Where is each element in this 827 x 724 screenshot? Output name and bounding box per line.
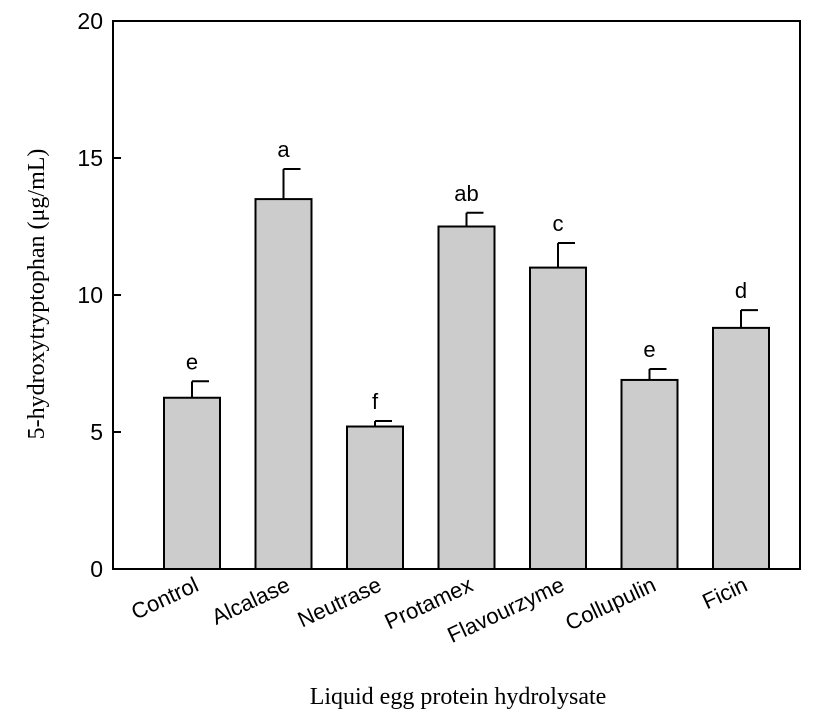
significance-label: a: [277, 137, 290, 162]
bar: [163, 396, 221, 570]
x-axis-title: Liquid egg protein hydrolysate: [310, 684, 607, 710]
significance-label: d: [735, 278, 747, 303]
category-label: Collupulin: [561, 572, 659, 635]
bar: [346, 425, 404, 570]
y-tick-label: 10: [77, 282, 103, 308]
y-tick-label: 5: [90, 419, 103, 445]
significance-label: f: [372, 389, 379, 414]
bar: [437, 225, 496, 570]
significance-label: ab: [454, 181, 478, 206]
y-tick-label: 15: [77, 145, 103, 171]
bar: [529, 266, 587, 570]
y-tick-label: 20: [77, 8, 103, 34]
category-label: Ficin: [698, 572, 751, 614]
bar: [712, 326, 770, 570]
bar: [254, 198, 313, 570]
significance-label: c: [553, 211, 564, 236]
category-label: Alcalase: [208, 572, 294, 630]
y-tick-label: 0: [90, 556, 103, 582]
category-label: Control: [127, 572, 202, 625]
significance-label: e: [186, 349, 198, 374]
category-label: Neutrase: [294, 572, 385, 632]
y-axis-title: 5-hydroxytryptophan (μg/mL): [24, 149, 50, 440]
significance-label: e: [643, 337, 655, 362]
bar: [620, 378, 679, 570]
plot-area: 05101520eControlaAlcalasefNeutraseabProt…: [77, 8, 801, 648]
